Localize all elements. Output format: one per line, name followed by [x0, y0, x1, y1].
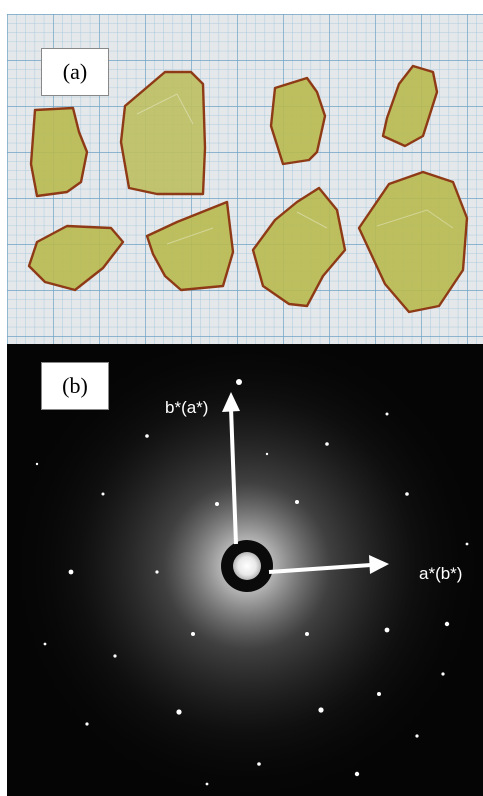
central-beam — [233, 552, 261, 580]
horizontal-axis-arrow-shaft — [268, 563, 372, 574]
horizontal-axis-label: a*(b*) — [419, 564, 463, 583]
spot — [215, 502, 219, 506]
crystal-6 — [145, 200, 235, 292]
crystal-highlight — [166, 227, 214, 245]
crystal-5 — [27, 224, 125, 292]
spot — [441, 672, 445, 676]
spot — [385, 412, 389, 416]
crystal-photo-panel: (a) — [7, 14, 483, 344]
panel-b-label: (b) — [41, 362, 109, 410]
crystal-highlight — [376, 209, 454, 229]
spot — [384, 627, 390, 633]
vertical-axis-label: b*(a*) — [165, 398, 209, 417]
spot — [113, 654, 117, 658]
spot — [85, 722, 89, 726]
spot — [405, 492, 409, 496]
vertical-axis-arrowhead — [222, 392, 240, 412]
spot — [318, 707, 324, 713]
crystal-4 — [381, 64, 439, 148]
spot — [155, 570, 159, 574]
crystal-highlight — [296, 211, 328, 229]
crystal-8 — [357, 170, 469, 314]
spot — [257, 762, 261, 766]
spot — [325, 442, 329, 446]
diffraction-pattern — [7, 344, 483, 796]
spot — [35, 462, 39, 466]
panel-a-label: (a) — [41, 48, 109, 96]
spot — [415, 734, 419, 738]
spot — [465, 542, 469, 546]
crystal-7 — [251, 186, 347, 308]
spot — [145, 434, 149, 438]
spot — [68, 569, 74, 575]
spot — [191, 632, 195, 636]
crystal-2 — [119, 70, 207, 196]
spot — [305, 632, 309, 636]
vertical-axis-arrow-shaft — [229, 407, 238, 545]
crystal-3 — [269, 76, 327, 166]
spot — [205, 782, 209, 786]
horizontal-axis-arrowhead — [369, 555, 389, 574]
spot — [377, 692, 381, 696]
crystal-1 — [29, 106, 89, 198]
diffraction-pattern-panel: (b) b*(a*) a*(b*) — [7, 344, 483, 796]
reciprocal-axes — [222, 392, 389, 574]
spot — [354, 771, 360, 777]
diffraction-spots — [35, 379, 469, 786]
crystal-highlight — [136, 93, 194, 125]
spot — [444, 621, 450, 627]
spot — [43, 642, 47, 646]
spot — [265, 452, 269, 456]
spot — [295, 500, 299, 504]
spot — [236, 379, 242, 385]
spot — [101, 492, 105, 496]
spot — [176, 709, 182, 715]
